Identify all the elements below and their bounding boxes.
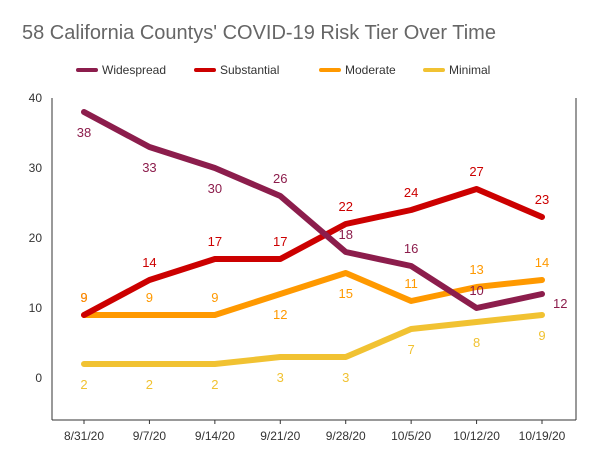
data-label: 15 bbox=[338, 286, 352, 301]
data-label: 24 bbox=[404, 185, 418, 200]
x-tick-label: 9/7/20 bbox=[133, 429, 167, 443]
legend-label: Substantial bbox=[220, 63, 279, 77]
data-label: 14 bbox=[142, 255, 156, 270]
legend-label: Moderate bbox=[345, 63, 396, 77]
series-line bbox=[81, 312, 545, 367]
data-label: 9 bbox=[538, 328, 545, 343]
y-tick-label: 10 bbox=[29, 301, 43, 315]
x-tick-label: 10/19/20 bbox=[519, 429, 566, 443]
data-label: 26 bbox=[273, 171, 287, 186]
y-tick-label: 40 bbox=[29, 91, 43, 105]
data-label: 7 bbox=[408, 342, 415, 357]
data-label: 16 bbox=[404, 241, 418, 256]
data-label: 9 bbox=[146, 290, 153, 305]
x-tick-label: 9/28/20 bbox=[326, 429, 366, 443]
y-tick-label: 0 bbox=[35, 371, 42, 385]
data-label: 38 bbox=[77, 125, 91, 140]
data-label: 2 bbox=[146, 377, 153, 392]
data-label: 9 bbox=[211, 290, 218, 305]
data-label: 11 bbox=[404, 276, 418, 291]
data-label: 17 bbox=[273, 234, 287, 249]
data-label: 23 bbox=[535, 192, 549, 207]
data-label: 10 bbox=[469, 283, 483, 298]
x-tick-label: 9/14/20 bbox=[195, 429, 235, 443]
series-line bbox=[81, 270, 545, 318]
data-label: 17 bbox=[208, 234, 222, 249]
data-label: 3 bbox=[277, 370, 284, 385]
data-label: 2 bbox=[80, 377, 87, 392]
data-label: 2 bbox=[211, 377, 218, 392]
chart-title: 58 California Countys' COVID-19 Risk Tie… bbox=[22, 22, 496, 44]
data-label: 12 bbox=[553, 296, 567, 311]
data-label: 12 bbox=[273, 307, 287, 322]
data-label: 14 bbox=[535, 255, 549, 270]
data-label: 33 bbox=[142, 160, 156, 175]
series-line bbox=[81, 109, 545, 311]
data-label: 30 bbox=[208, 181, 222, 196]
data-label: 9 bbox=[80, 290, 87, 305]
x-tick-label: 9/21/20 bbox=[260, 429, 300, 443]
data-label: 9 bbox=[80, 290, 87, 305]
y-tick-label: 30 bbox=[29, 161, 43, 175]
legend-label: Minimal bbox=[449, 63, 490, 77]
x-tick-label: 10/12/20 bbox=[453, 429, 500, 443]
data-label: 13 bbox=[469, 262, 483, 277]
data-label: 18 bbox=[338, 227, 352, 242]
y-tick-label: 20 bbox=[29, 231, 43, 245]
legend-label: Widespread bbox=[102, 63, 166, 77]
series-line bbox=[81, 186, 545, 318]
data-label: 3 bbox=[342, 370, 349, 385]
data-label: 22 bbox=[338, 199, 352, 214]
x-tick-label: 10/5/20 bbox=[391, 429, 431, 443]
data-label: 8 bbox=[473, 335, 480, 350]
x-tick-label: 8/31/20 bbox=[64, 429, 104, 443]
data-label: 27 bbox=[469, 164, 483, 179]
